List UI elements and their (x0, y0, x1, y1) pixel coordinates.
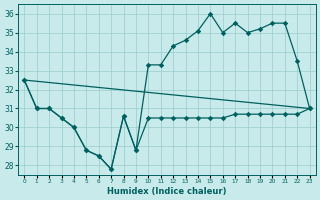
X-axis label: Humidex (Indice chaleur): Humidex (Indice chaleur) (107, 187, 227, 196)
